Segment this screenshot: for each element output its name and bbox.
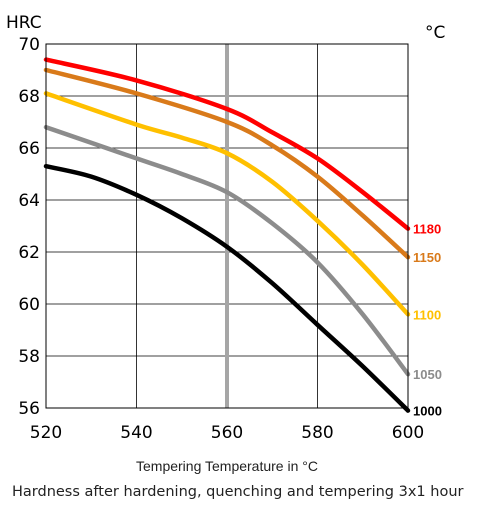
x-tick-label: 560 (211, 423, 243, 443)
y-tick-label: 66 (18, 139, 40, 159)
x-tick-label: 580 (301, 423, 333, 443)
grid (45, 43, 409, 409)
series-line-1050 (43, 124, 411, 377)
series-label-1100: 1100 (413, 307, 441, 322)
y-tick-label: 62 (18, 243, 40, 263)
series-line-1150 (43, 67, 411, 260)
y-tick-label: 60 (18, 295, 40, 315)
x-tick-labels: 520 540 560 580 600 (30, 423, 424, 443)
y-tick-label: 64 (18, 191, 40, 211)
x-tick-label: 540 (120, 423, 152, 443)
x-tick-label: 520 (30, 423, 62, 443)
y-tick-label: 56 (18, 399, 40, 419)
series-line-1000 (43, 163, 411, 413)
y-unit-label: HRC (6, 13, 42, 33)
series-label-1000: 1000 (413, 404, 442, 419)
series-label-1180: 1180 (413, 222, 441, 237)
series-layer (43, 57, 411, 413)
series-end-labels: 1180 1150 1100 1050 1000 (413, 222, 442, 419)
series-line-1100 (43, 91, 411, 317)
series-line-1180 (43, 57, 411, 231)
plot-frame (45, 43, 409, 409)
y-tick-labels: 56 58 60 62 64 66 68 70 (18, 35, 40, 419)
chart-caption: Hardness after hardening, quenching and … (12, 484, 464, 500)
x-tick-label: 600 (392, 423, 424, 443)
series-label-1050: 1050 (413, 367, 442, 382)
series-label-1150: 1150 (413, 250, 441, 265)
y-tick-label: 58 (18, 347, 40, 367)
series-unit-label: °C (425, 23, 445, 43)
y-tick-label: 68 (18, 87, 40, 107)
y-tick-label: 70 (18, 35, 40, 55)
x-axis-label: Tempering Temperature in °C (136, 458, 318, 474)
